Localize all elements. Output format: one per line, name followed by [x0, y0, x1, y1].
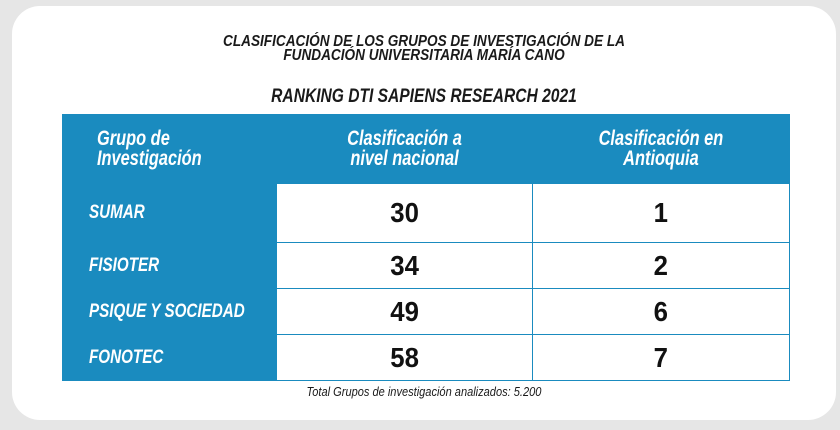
- group-name-cell: FISIOTER: [62, 242, 277, 289]
- group-name: PSIQUE Y SOCIEDAD: [89, 300, 245, 322]
- header-antioquia-label: Clasificación en Antioquia: [598, 127, 724, 170]
- antioquia-rank-cell: 2: [532, 242, 790, 289]
- antioquia-rank-cell: 1: [532, 183, 790, 243]
- header-antioquia: Clasificación en Antioquia: [532, 114, 790, 184]
- ranking-table: Grupo de Investigación Clasificación a n…: [62, 114, 790, 381]
- antioquia-rank-cell: 6: [532, 288, 790, 335]
- national-rank: 30: [390, 197, 419, 228]
- table-header-row: Grupo de Investigación Clasificación a n…: [62, 114, 790, 184]
- national-rank: 34: [390, 249, 419, 281]
- national-rank-cell: 30: [276, 183, 533, 243]
- header-group: Grupo de Investigación: [62, 114, 277, 184]
- title-line-2: FUNDACIÓN UNIVERSITARIA MARÍA CANO: [283, 47, 565, 64]
- national-rank: 58: [390, 341, 419, 373]
- national-rank: 49: [390, 295, 419, 327]
- footnote: Total Grupos de investigación analizados…: [306, 384, 542, 399]
- group-name: SUMAR: [89, 202, 145, 223]
- ranking-subtitle: RANKING DTI SAPIENS RESEARCH 2021: [271, 86, 577, 107]
- header-national: Clasificación a nivel nacional: [276, 114, 533, 184]
- table-row: PSIQUE Y SOCIEDAD 49 6: [62, 288, 790, 335]
- group-name-cell: FONOTEC: [62, 334, 277, 381]
- group-name-cell: SUMAR: [62, 183, 277, 243]
- header-group-label: Grupo de Investigación: [97, 127, 202, 170]
- table-row: FISIOTER 34 2: [62, 242, 790, 289]
- group-name: FISIOTER: [89, 254, 160, 276]
- national-rank-cell: 49: [276, 288, 533, 335]
- antioquia-rank: 1: [653, 197, 669, 228]
- antioquia-rank: 6: [653, 295, 669, 327]
- antioquia-rank-cell: 7: [532, 334, 790, 381]
- antioquia-rank: 2: [653, 249, 669, 281]
- header-national-label: Clasificación a nivel nacional: [347, 127, 462, 170]
- group-name: FONOTEC: [89, 346, 164, 368]
- table-row: SUMAR 30 1: [62, 183, 790, 243]
- national-rank-cell: 58: [276, 334, 533, 381]
- national-rank-cell: 34: [276, 242, 533, 289]
- table-row: FONOTEC 58 7: [62, 334, 790, 381]
- title-line-1: CLASIFICACIÓN DE LOS GRUPOS DE INVESTIGA…: [223, 33, 625, 50]
- group-name-cell: PSIQUE Y SOCIEDAD: [62, 288, 277, 335]
- antioquia-rank: 7: [653, 341, 669, 373]
- ranking-card: CLASIFICACIÓN DE LOS GRUPOS DE INVESTIGA…: [12, 6, 836, 420]
